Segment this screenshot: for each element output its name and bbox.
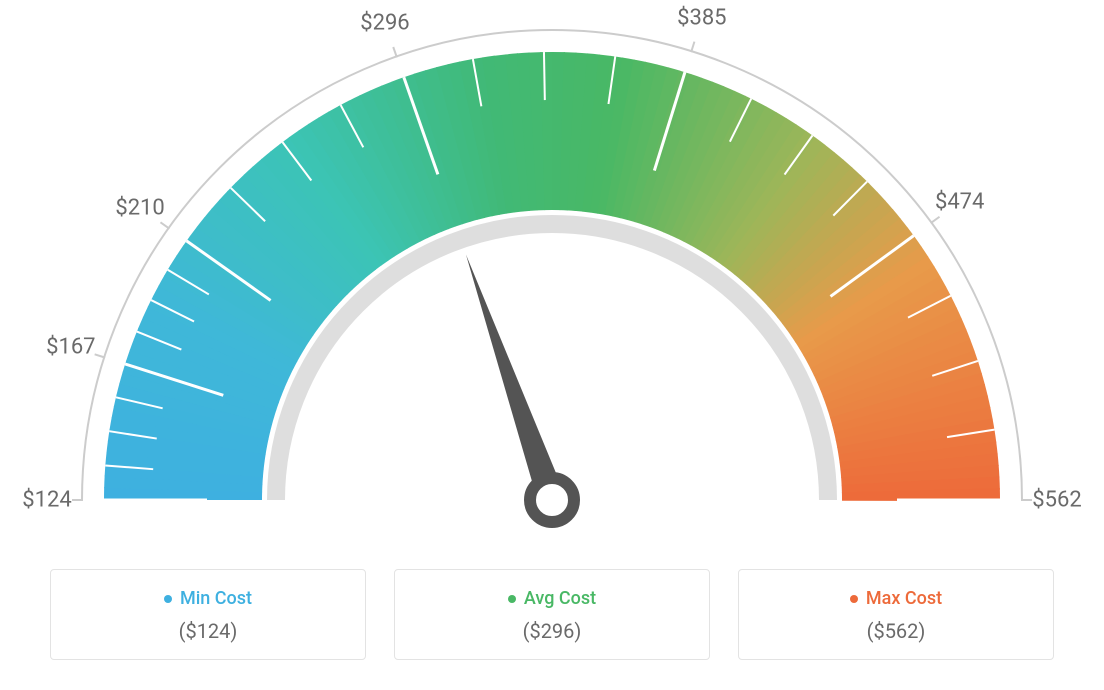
legend-card: Min Cost ($124) bbox=[50, 569, 366, 660]
legend-dot-icon bbox=[850, 595, 858, 603]
legend-label: Min Cost bbox=[180, 588, 252, 609]
gauge-svg bbox=[0, 0, 1104, 560]
gauge-tick-label: $167 bbox=[46, 334, 95, 359]
legend-label: Max Cost bbox=[866, 588, 942, 609]
legend-dot-icon bbox=[164, 595, 172, 603]
legend-title: Max Cost bbox=[749, 588, 1043, 609]
gauge-tick-label: $296 bbox=[360, 11, 409, 36]
legend-title: Avg Cost bbox=[405, 588, 699, 609]
legend-dot-icon bbox=[508, 595, 516, 603]
legend-label: Avg Cost bbox=[524, 588, 596, 609]
legend-value: ($124) bbox=[61, 619, 355, 643]
legend-card: Avg Cost ($296) bbox=[394, 569, 710, 660]
legend-value: ($562) bbox=[749, 619, 1043, 643]
legend-value: ($296) bbox=[405, 619, 699, 643]
gauge-tick-label: $562 bbox=[1032, 488, 1081, 513]
legend-row: Min Cost ($124) Avg Cost ($296) Max Cost ($56… bbox=[50, 569, 1054, 660]
gauge-tick-label: $210 bbox=[115, 195, 164, 220]
gauge-tick-label: $124 bbox=[22, 488, 71, 513]
gauge-tick-label: $474 bbox=[935, 189, 984, 214]
gauge-chart: $124 $167 $210 $296 $385 $474 $562 bbox=[0, 0, 1104, 560]
legend-card: Max Cost ($562) bbox=[738, 569, 1054, 660]
gauge-tick-label: $385 bbox=[677, 5, 726, 30]
legend-title: Min Cost bbox=[61, 588, 355, 609]
